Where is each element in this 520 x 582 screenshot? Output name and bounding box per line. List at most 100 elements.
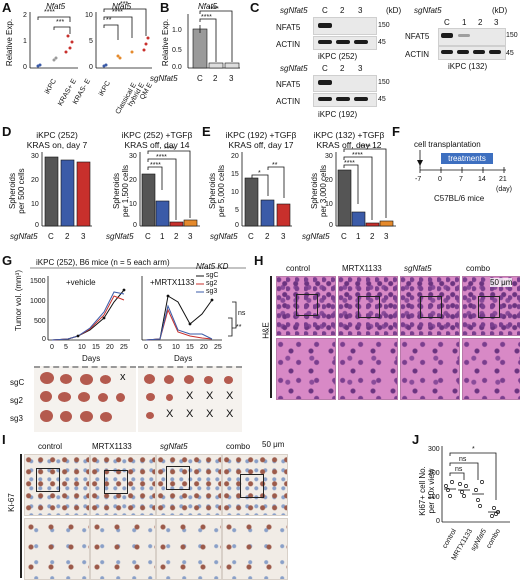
a-right-ytick-2: 10 [85, 12, 93, 19]
d-left-sg: sgNfat5 [10, 232, 38, 241]
a-left-ytick-1: 1 [23, 38, 27, 45]
h-col-2: sgNfat5 [404, 264, 432, 273]
c3-band [318, 80, 332, 85]
i-roi-box [240, 474, 264, 498]
c2-mw-0: 150 [506, 32, 518, 39]
b-xprefix: sgNfat5 [150, 74, 178, 83]
c1-lane-2: 3 [358, 6, 363, 15]
g-legend-2: sg3 [206, 288, 218, 295]
panel-label-h: H [254, 253, 264, 268]
d-left-cat-2: 3 [81, 232, 86, 241]
d-left-ytick-3: 30 [31, 153, 39, 160]
e-left-sig-0: * [258, 170, 261, 177]
b-ytick-2: 1.0 [172, 27, 182, 34]
d-right-ytick-0: 0 [133, 222, 137, 229]
panel-label-c: C [250, 0, 260, 15]
c2-actin-band-2 [473, 50, 485, 54]
g-right-label: +MRTX1133 [150, 278, 195, 287]
g-x-mark: X [206, 390, 214, 402]
e-right-sig-0: **** [344, 160, 355, 167]
d-right-bar-1 [155, 200, 170, 227]
c3-cellline: iKPC (192) [318, 110, 358, 119]
g-tumor [116, 393, 125, 402]
g-x-mark: X [226, 408, 234, 420]
c3-row-0: NFAT5 [276, 80, 301, 89]
i-image-combo [222, 454, 288, 516]
c1-band [318, 23, 332, 28]
g-tumor [80, 374, 93, 385]
c3-mw-0: 150 [378, 79, 390, 86]
d-right-sig-2: **** [164, 146, 175, 153]
i-image-mrtx [90, 454, 156, 516]
i-image-sgnfat5 [156, 454, 222, 516]
g-l-xtick-4: 20 [106, 344, 114, 351]
h-roi-box [296, 294, 318, 316]
c2-blot-actin [438, 46, 506, 60]
g-x-mark: X [186, 390, 194, 402]
a-right-sig-2: *** [120, 1, 129, 8]
g-r-xtick-1: 5 [158, 344, 162, 351]
e-left-bar-2 [260, 199, 275, 227]
c1-actin-band-2 [354, 40, 368, 44]
g-x-mark: X [166, 408, 174, 420]
g-tumor [40, 372, 54, 384]
j-ytick-0: 0 [436, 518, 440, 525]
d-right-ytick-1: 10 [129, 201, 137, 208]
g-tumor [80, 411, 93, 422]
g-l-xtick-3: 15 [92, 344, 100, 351]
e-left-ytick-3: 15 [231, 171, 239, 178]
a-right-sig-1: **** [112, 9, 123, 16]
d-right-sig-0: **** [150, 162, 161, 169]
d-right-cat-2: 2 [174, 232, 179, 241]
g-x-mark: x [120, 371, 126, 383]
g-veh-sg3 [51, 291, 125, 341]
e-right-cat-3: 3 [384, 232, 389, 241]
g-r-xtick-3: 15 [186, 344, 194, 351]
g-r-xtick-5: 25 [214, 344, 222, 351]
g-tumor [164, 375, 174, 384]
panel-label-a: A [2, 0, 12, 15]
panel-label-b: B [160, 0, 170, 15]
g-tumor [100, 412, 112, 422]
c3-blot-nfat5 [313, 75, 377, 92]
e-left-ytick-4: 20 [231, 153, 239, 160]
d-left-cat-0: C [48, 232, 54, 241]
c3-lane-0: C [322, 64, 328, 73]
f-tick-0: -7 [415, 176, 422, 183]
b-cat-1: 2 [213, 74, 218, 83]
i-roi-box [104, 470, 128, 494]
panel-label-d: D [2, 124, 12, 139]
b-sig-0: **** [201, 14, 212, 21]
b-cat-2: 3 [229, 74, 234, 83]
d-right-title: iKPC (252) +TGFβ KRAS off, day 14 [121, 130, 193, 150]
e-right-ytick-1: 10 [325, 201, 333, 208]
f-tick-1: 0 [438, 176, 442, 183]
h-image-sgnfat5 [400, 276, 460, 336]
d-left-cat-1: 2 [65, 232, 70, 241]
e-left-sig-1: ** [272, 162, 278, 169]
b-cat-0: C [197, 74, 203, 83]
e-left-ytick-0: 0 [235, 222, 239, 229]
c1-row-1: ACTIN [276, 40, 300, 49]
f-treatments-bar: treatments [441, 153, 493, 164]
g-ytick-1: 500 [34, 318, 46, 325]
d-right-sg: sgNfat5 [106, 232, 134, 241]
g-tumor [224, 376, 233, 384]
e-left-ytick-1: 5 [235, 207, 239, 214]
e-left-ytick-2: 10 [231, 189, 239, 196]
g-legend-1: sg2 [206, 280, 218, 287]
d-left-ytick-0: 0 [35, 222, 39, 229]
c2-lane-1: 1 [462, 18, 467, 27]
e-right-bar-C [337, 169, 352, 227]
g-title: iKPC (252), B6 mice (n = 5 each arm) [36, 258, 170, 267]
c2-blot-nfat5 [438, 28, 506, 46]
i-zoom-sgnfat5 [156, 518, 222, 580]
d-right-cat-1: 1 [160, 232, 165, 241]
e-left-bar-C [244, 177, 259, 227]
c2-lane-0: C [444, 18, 450, 27]
d-left-ytick-1: 10 [31, 201, 39, 208]
f-tick-3: 14 [478, 176, 486, 183]
h-col-3: combo [466, 264, 491, 273]
g-tumor [60, 411, 72, 422]
